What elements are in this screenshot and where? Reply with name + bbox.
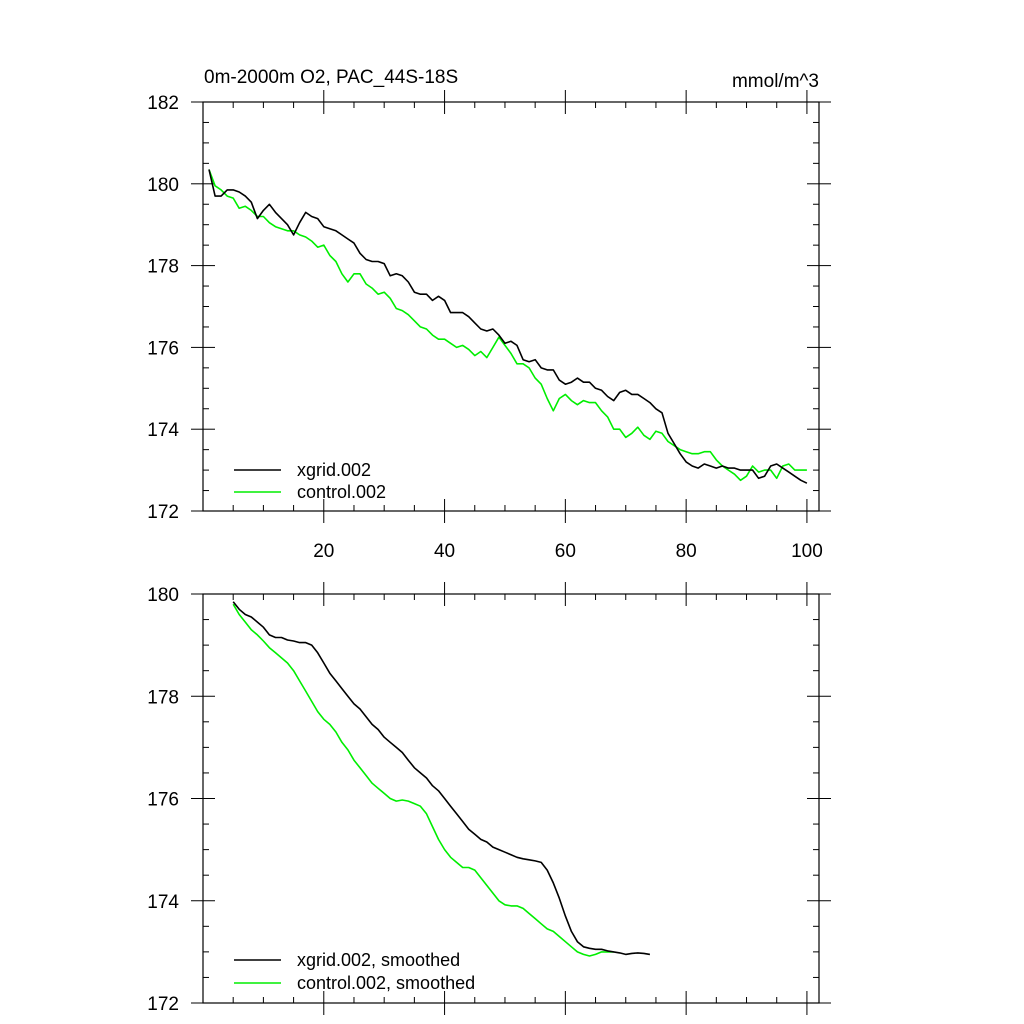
top-panel-frame xyxy=(202,101,820,512)
series-line-control-002 xyxy=(208,169,807,482)
x-tick-label: 40 xyxy=(434,541,455,562)
y-tick-label: 178 xyxy=(147,687,179,708)
legend-label-xgrid-smoothed: xgrid.002, smoothed xyxy=(297,950,460,970)
y-tick-label: 174 xyxy=(147,420,179,441)
top-panel: 20 40 60 80 100 172 174 176 178 180 182 0m-2000m O… xyxy=(147,67,831,562)
legend-label-control: control.002 xyxy=(297,482,386,502)
y-tick-label: 180 xyxy=(147,175,179,196)
y-tick-label: 172 xyxy=(147,502,179,523)
top-panel-lines xyxy=(208,169,808,484)
legend-label-xgrid: xgrid.002 xyxy=(297,460,371,480)
x-tick-label: 100 xyxy=(791,541,823,562)
x-tick-label: 20 xyxy=(313,541,334,562)
bottom-panel-frame xyxy=(202,593,820,1004)
bottom-panel: 172 174 176 178 180 xgrid.002, smoothed cont… xyxy=(147,582,831,1015)
bottom-panel-lines xyxy=(232,601,651,957)
legend-label-control-smoothed: control.002, smoothed xyxy=(297,973,475,993)
y-tick-label: 176 xyxy=(147,790,179,811)
top-panel-title: 0m-2000m O2, PAC_44S-18S xyxy=(204,67,458,88)
series-line-control-002-smoothed xyxy=(232,603,614,957)
bottom-panel-legend: xgrid.002, smoothed control.002, smoothe… xyxy=(234,950,475,993)
top-panel-legend: xgrid.002 control.002 xyxy=(234,460,386,502)
x-tick-label: 80 xyxy=(676,541,697,562)
y-tick-label: 180 xyxy=(147,585,179,606)
top-panel-ticks xyxy=(191,90,831,523)
y-tick-label: 174 xyxy=(147,892,179,913)
x-tick-label: 60 xyxy=(555,541,576,562)
y-tick-label: 182 xyxy=(147,93,179,114)
y-tick-label: 178 xyxy=(147,257,179,278)
top-panel-units: mmol/m^3 xyxy=(732,71,819,92)
series-line-xgrid-002 xyxy=(208,169,808,484)
top-panel-tick-labels: 20 40 60 80 100 172 174 176 178 180 182 xyxy=(147,93,822,562)
y-tick-label: 172 xyxy=(147,994,179,1015)
bottom-panel-tick-labels: 172 174 176 178 180 xyxy=(147,585,179,1015)
series-line-xgrid-002-smoothed xyxy=(232,601,651,956)
y-tick-label: 176 xyxy=(147,338,179,359)
bottom-panel-ticks xyxy=(191,582,831,1015)
